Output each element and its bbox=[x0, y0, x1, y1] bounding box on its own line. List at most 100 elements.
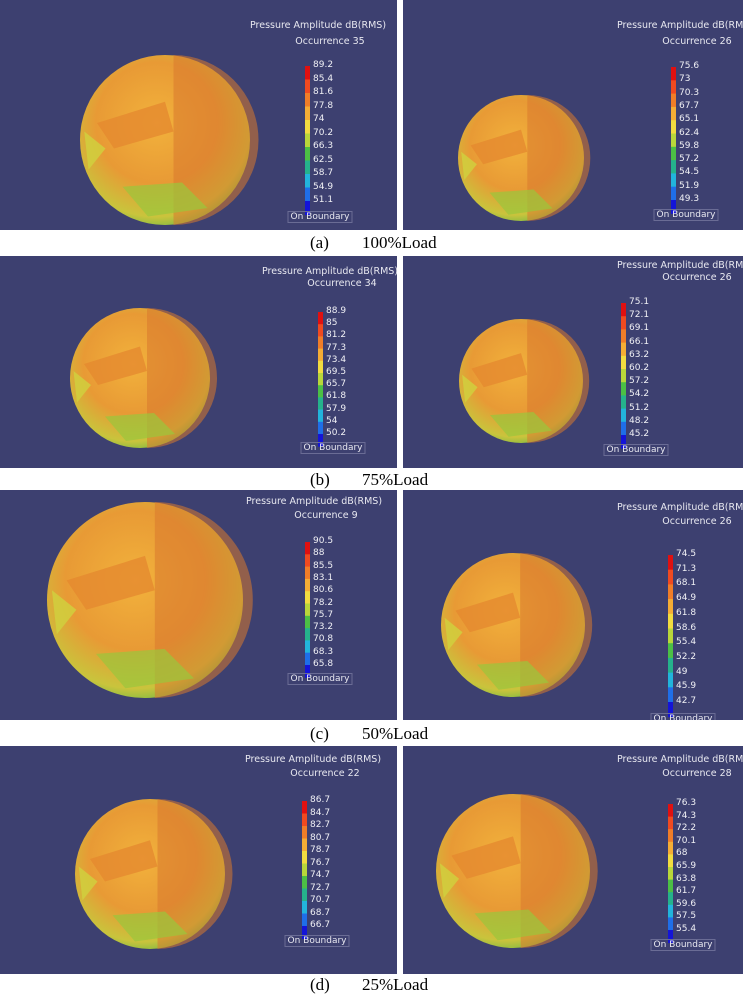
color-bar-segment bbox=[302, 901, 307, 914]
legend-value: 58.6 bbox=[676, 623, 696, 633]
color-bar-segment bbox=[305, 66, 310, 80]
legend-value: 48.2 bbox=[629, 416, 649, 426]
legend-value: 50.2 bbox=[326, 428, 346, 438]
caption-label: (b) bbox=[310, 470, 330, 490]
legend-value: 62.5 bbox=[313, 155, 333, 165]
legend-value: 70.1 bbox=[676, 836, 696, 846]
color-bar-segment bbox=[668, 673, 673, 688]
boundary-label: On Boundary bbox=[654, 209, 719, 221]
legend-value: 42.7 bbox=[676, 696, 696, 706]
color-bar-segment bbox=[318, 397, 323, 410]
result-panel: Pressure Amplitude dB(RMS) Occurrence 26 7… bbox=[403, 0, 743, 230]
color-bar-segment bbox=[318, 385, 323, 398]
occurrence-label: Occurrence 34 bbox=[307, 278, 376, 289]
color-bar-segment bbox=[668, 555, 673, 570]
legend-value: 85.4 bbox=[313, 74, 333, 84]
legend-title: Pressure Amplitude dB(RMS) bbox=[617, 260, 743, 271]
color-bar-segment bbox=[318, 361, 323, 374]
legend-value: 55.4 bbox=[676, 924, 696, 934]
legend-value: 52.2 bbox=[676, 652, 696, 662]
legend-value: 75.6 bbox=[679, 61, 699, 71]
color-bar-segment bbox=[318, 324, 323, 337]
color-bar-segment bbox=[671, 160, 676, 174]
legend-title: Pressure Amplitude dB(RMS) bbox=[245, 754, 381, 765]
color-bar-segment bbox=[305, 554, 310, 567]
color-bar-segment bbox=[668, 629, 673, 644]
color-bar-segment bbox=[668, 643, 673, 658]
color-bar-segment bbox=[668, 614, 673, 629]
legend-value: 51.1 bbox=[313, 195, 333, 205]
color-bar-segment bbox=[302, 814, 307, 827]
legend-value: 65.7 bbox=[326, 379, 346, 389]
legend-value: 68.1 bbox=[676, 578, 696, 588]
occurrence-label: Occurrence 26 bbox=[662, 36, 731, 47]
color-bar-segment bbox=[621, 343, 626, 357]
color-bar-segment bbox=[305, 161, 310, 175]
legend-value: 88.9 bbox=[326, 306, 346, 316]
legend-value: 66.7 bbox=[310, 920, 330, 930]
legend-value: 64.9 bbox=[676, 593, 696, 603]
color-bar-segment bbox=[621, 395, 626, 409]
color-bar-segment bbox=[305, 591, 310, 604]
legend-value: 76.7 bbox=[310, 858, 330, 868]
color-bar-segment bbox=[302, 889, 307, 902]
color-bar-segment bbox=[621, 356, 626, 370]
color-bar-segment bbox=[668, 599, 673, 614]
legend-title: Pressure Amplitude dB(RMS) bbox=[617, 754, 743, 765]
color-bar-segment bbox=[305, 93, 310, 107]
legend-value: 49 bbox=[676, 667, 687, 677]
color-bar-segment bbox=[305, 640, 310, 653]
color-bar-segment bbox=[305, 628, 310, 641]
color-bar-segment bbox=[668, 829, 673, 842]
boundary-label: On Boundary bbox=[285, 935, 350, 947]
color-bar-segment bbox=[621, 316, 626, 330]
legend-value: 60.2 bbox=[629, 363, 649, 373]
legend-value: 72.7 bbox=[310, 883, 330, 893]
legend-value: 51.2 bbox=[629, 403, 649, 413]
legend-value: 73.4 bbox=[326, 355, 346, 365]
occurrence-label: Occurrence 22 bbox=[290, 768, 359, 779]
color-bar-segment bbox=[302, 864, 307, 877]
legend-value: 61.7 bbox=[676, 886, 696, 896]
legend-value: 84.7 bbox=[310, 808, 330, 818]
color-bar-segment bbox=[318, 312, 323, 325]
legend-title: Pressure Amplitude dB(RMS) bbox=[262, 266, 397, 277]
legend-value: 70.3 bbox=[679, 88, 699, 98]
color-bar-segment bbox=[621, 369, 626, 383]
color-bar-segment bbox=[305, 604, 310, 617]
caption-label: (d) bbox=[310, 975, 330, 995]
caption-text: 75%Load bbox=[362, 470, 428, 490]
result-panel: Pressure Amplitude dB(RMS)Occurrence 287… bbox=[403, 746, 743, 974]
color-bar-segment bbox=[668, 817, 673, 830]
color-bar-segment bbox=[668, 804, 673, 817]
legend-title: Pressure Amplitude dB(RMS) bbox=[617, 20, 743, 31]
legend-title: Pressure Amplitude dB(RMS) bbox=[617, 502, 743, 513]
legend-value: 57.2 bbox=[629, 376, 649, 386]
legend-value: 57.9 bbox=[326, 404, 346, 414]
color-bar-segment bbox=[621, 409, 626, 423]
result-panel: Pressure Amplitude dB(RMS)Occurrence 34 8… bbox=[0, 256, 397, 468]
color-bar-segment bbox=[621, 303, 626, 317]
sphere-view bbox=[0, 490, 397, 720]
legend-value: 78.2 bbox=[313, 598, 333, 608]
legend-value: 89.2 bbox=[313, 60, 333, 70]
legend-value: 70.7 bbox=[310, 895, 330, 905]
occurrence-label: Occurrence 26 bbox=[662, 516, 731, 527]
legend-value: 54.2 bbox=[629, 389, 649, 399]
legend-value: 69.5 bbox=[326, 367, 346, 377]
legend-value: 86.7 bbox=[310, 795, 330, 805]
caption-label: (a) bbox=[310, 233, 329, 253]
color-bar-segment bbox=[621, 422, 626, 436]
legend-value: 68.3 bbox=[313, 647, 333, 657]
legend-value: 55.4 bbox=[676, 637, 696, 647]
legend-value: 70.8 bbox=[313, 634, 333, 644]
color-bar-segment bbox=[305, 174, 310, 188]
color-bar-segment bbox=[668, 842, 673, 855]
color-bar-segment bbox=[671, 80, 676, 94]
occurrence-label: Occurrence 26 bbox=[662, 272, 731, 283]
legend-value: 61.8 bbox=[676, 608, 696, 618]
color-bar-segment bbox=[671, 134, 676, 148]
color-bar-segment bbox=[302, 914, 307, 927]
legend-value: 66.1 bbox=[629, 337, 649, 347]
boundary-label: On Boundary bbox=[604, 444, 669, 456]
